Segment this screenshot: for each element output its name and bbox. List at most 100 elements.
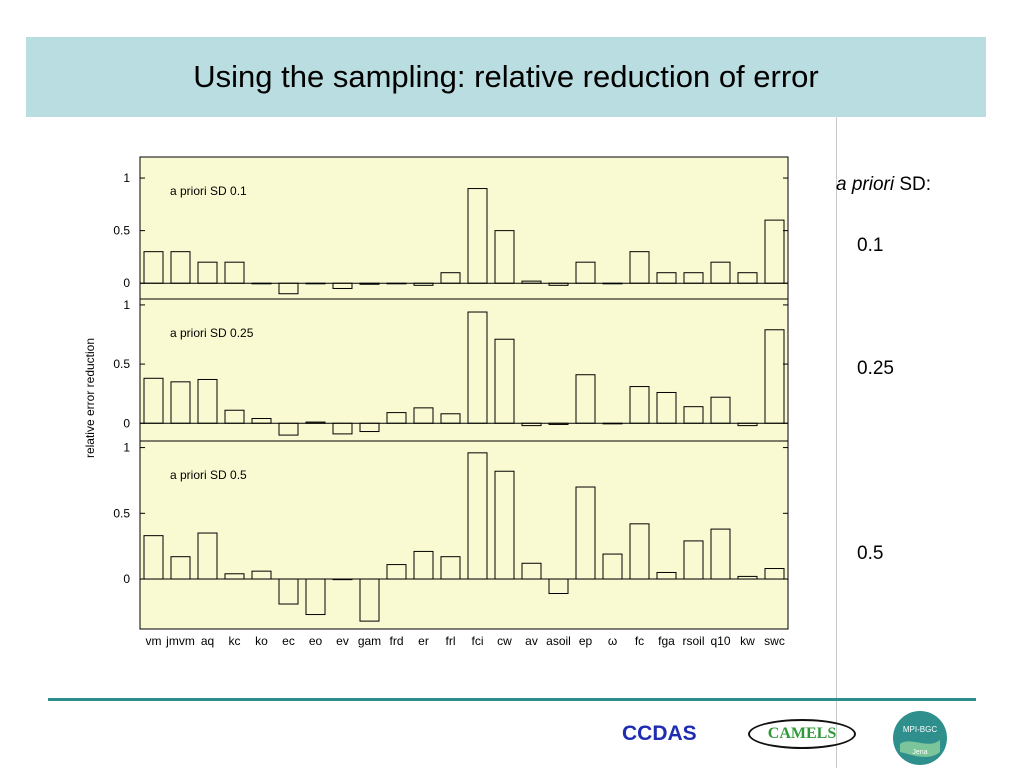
xtick-label-kw: kw xyxy=(740,634,755,648)
bar-ev xyxy=(332,282,353,289)
bar-asoil xyxy=(548,282,569,286)
xtick-label-jmvm: jmvm xyxy=(165,634,195,648)
bar-asoil xyxy=(548,578,569,595)
bar-aq xyxy=(197,378,218,424)
xtick-label-fga: fga xyxy=(658,634,675,648)
side-value-0.1: 0.1 xyxy=(857,235,884,256)
bar-ko xyxy=(251,570,272,580)
bar-ep xyxy=(575,486,596,580)
ytick-label: 0 xyxy=(123,572,130,586)
xtick-label-asoil: asoil xyxy=(546,634,571,648)
xtick-label-er: er xyxy=(418,634,429,648)
bar-fga xyxy=(656,272,677,284)
bar-ep xyxy=(575,374,596,424)
xtick-label-rsoil: rsoil xyxy=(682,634,704,648)
bar-vm xyxy=(143,377,164,424)
bar-kc xyxy=(224,573,245,580)
xtick-label-eo: eo xyxy=(309,634,323,648)
xtick-label-ko: ko xyxy=(255,634,268,648)
bar-frd xyxy=(386,564,407,580)
bar-ec xyxy=(278,422,299,436)
bar-jmvm xyxy=(170,381,191,424)
xtick-label-ep: ep xyxy=(579,634,593,648)
bar-kw xyxy=(737,422,758,427)
error-reduction-chart: 1 0.5 0 a priori SD 0.1 1 0.5 0 a priori SD 0.2… xyxy=(83,156,789,648)
bar-swc xyxy=(764,329,785,424)
footer-rule xyxy=(48,698,976,701)
bar-er xyxy=(413,407,434,424)
side-heading-italic: a priori xyxy=(836,174,895,195)
side-heading: a priori SD: xyxy=(836,174,931,196)
bar-frd xyxy=(386,412,407,424)
side-heading-rest: SD: xyxy=(894,174,932,195)
vertical-divider xyxy=(836,117,837,768)
bar-jmvm xyxy=(170,251,191,284)
ytick-label: 0.5 xyxy=(113,357,130,371)
side-value-0.25: 0.25 xyxy=(857,358,894,379)
bar-kc xyxy=(224,409,245,424)
bar-fci xyxy=(467,311,488,424)
plot-panel-3 xyxy=(139,440,789,630)
bar-cw xyxy=(494,338,515,424)
plot-panel-1 xyxy=(139,156,789,300)
xtick-label-av: av xyxy=(525,634,538,648)
bar-fci xyxy=(467,452,488,580)
title-band: Using the sampling: relative reduction o… xyxy=(26,37,986,117)
mpi-bgc-logo: MPI-BGC Jena xyxy=(893,711,947,765)
bar-eo xyxy=(305,282,326,285)
xtick-label-swc: swc xyxy=(764,634,785,648)
mpi-line2: Jena xyxy=(912,749,927,756)
y-axis-label: relative error reduction xyxy=(83,338,97,458)
xtick-label-frl: frl xyxy=(446,634,456,648)
bar-fc xyxy=(629,386,650,424)
panel-annotation: a priori SD 0.25 xyxy=(170,326,254,340)
xtick-label-aq: aq xyxy=(201,634,214,648)
bar-ko xyxy=(251,418,272,424)
xtick-label-cw: cw xyxy=(497,634,512,648)
ytick-label: 1 xyxy=(123,171,130,185)
bar-frl xyxy=(440,272,461,284)
bar-q10 xyxy=(710,528,731,580)
bar-q10 xyxy=(710,261,731,284)
bar-frd xyxy=(386,282,407,285)
xtick-label-gam: gam xyxy=(358,634,381,648)
ytick-label: 0.5 xyxy=(113,224,130,238)
bar-ec xyxy=(278,282,299,295)
xtick-label-ev: ev xyxy=(336,634,349,648)
bar-fga xyxy=(656,571,677,580)
bar-aq xyxy=(197,532,218,580)
ytick-label: 0 xyxy=(123,276,130,290)
bar-kw xyxy=(737,575,758,580)
panel-annotation: a priori SD 0.5 xyxy=(170,468,247,482)
bar-kw xyxy=(737,272,758,284)
bar-ep xyxy=(575,261,596,284)
xtick-label-ec: ec xyxy=(282,634,295,648)
bar-ω xyxy=(602,553,623,580)
xtick-label-fci: fci xyxy=(472,634,484,648)
plot-panel-2 xyxy=(139,298,789,442)
bar-cw xyxy=(494,230,515,284)
slide-title: Using the sampling: relative reduction o… xyxy=(193,59,819,94)
bar-gam xyxy=(359,422,380,433)
bar-swc xyxy=(764,568,785,580)
bar-swc xyxy=(764,219,785,284)
camels-logo: CAMELS xyxy=(748,719,856,749)
bar-av xyxy=(521,562,542,580)
bar-fci xyxy=(467,188,488,284)
bar-frl xyxy=(440,413,461,424)
bar-vm xyxy=(143,251,164,284)
ccdas-label: CCDAS xyxy=(622,722,697,745)
bar-frl xyxy=(440,556,461,580)
panel-annotation: a priori SD 0.1 xyxy=(170,184,247,198)
bar-ev xyxy=(332,422,353,435)
bar-gam xyxy=(359,578,380,622)
bar-av xyxy=(521,422,542,427)
ytick-label: 0 xyxy=(123,416,130,430)
bar-jmvm xyxy=(170,556,191,580)
ytick-label: 1 xyxy=(123,441,130,455)
xtick-label-q10: q10 xyxy=(710,634,730,648)
xtick-label-fc: fc xyxy=(635,634,644,648)
bar-fc xyxy=(629,251,650,284)
bar-q10 xyxy=(710,396,731,424)
bar-ω xyxy=(602,282,623,285)
